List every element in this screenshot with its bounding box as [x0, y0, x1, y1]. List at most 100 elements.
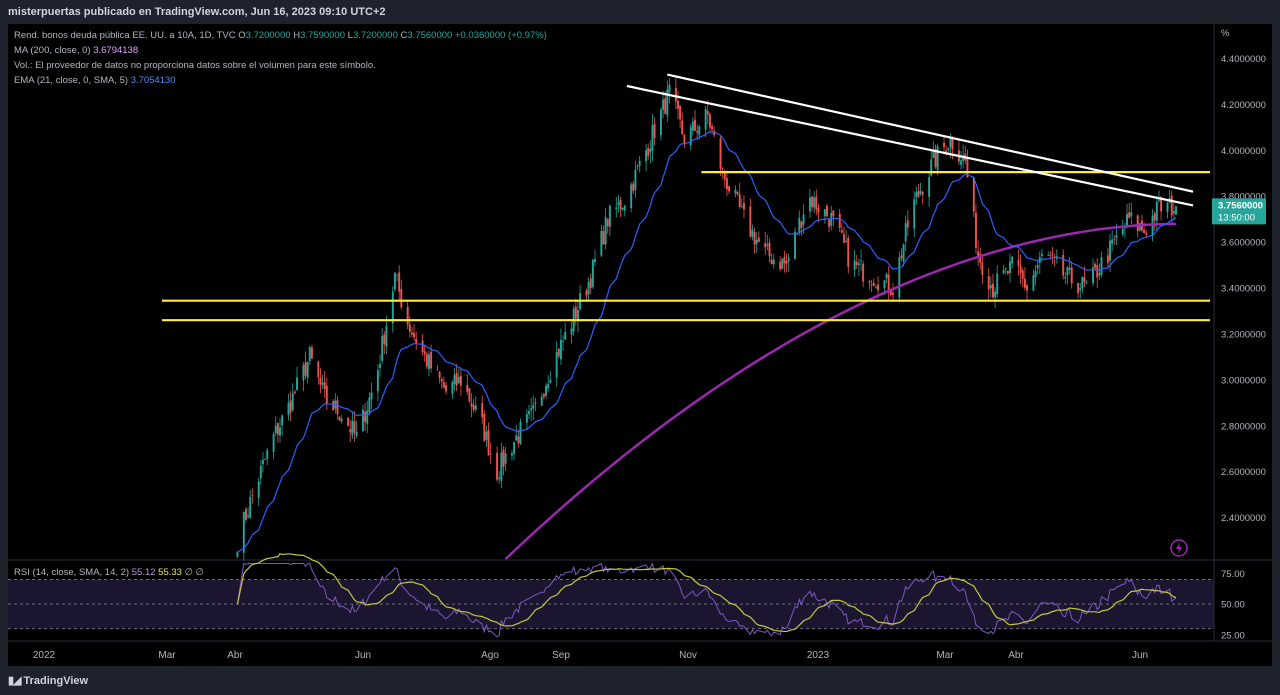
candle-body: [740, 206, 743, 207]
open-label: O: [238, 30, 246, 41]
candle-body: [802, 214, 805, 225]
candle-body: [364, 411, 367, 422]
candle-body: [525, 414, 528, 423]
ma200-line: [504, 222, 1176, 560]
price-tick-label: 2.4000000: [1221, 513, 1266, 524]
candle-body: [994, 291, 997, 298]
price-tick-label: 4.0000000: [1221, 146, 1266, 157]
price-axis-ticks: 2.4000000 2.6000000 2.8000000 3.0000000 3.20…: [1221, 54, 1266, 524]
price-tick-label: 3.4000000: [1221, 284, 1266, 295]
flash-icon[interactable]: [1170, 539, 1188, 557]
candle-body: [498, 477, 501, 479]
candle-body: [636, 166, 639, 168]
candle-body: [674, 87, 677, 102]
candle-body: [623, 205, 626, 211]
time-tick-label: Sep: [552, 650, 570, 661]
candle-body: [589, 278, 592, 288]
candle-body: [830, 212, 833, 226]
candle-body: [262, 460, 264, 465]
candle-body: [376, 370, 379, 392]
chart-svg[interactable]: 25.00 50.00 75.00 2.4000000 2.6000000 2.8000…: [8, 24, 1272, 666]
rsi-legend[interactable]: RSI (14, close, SMA, 14, 2) 55.12 55.33 …: [14, 567, 204, 578]
candle-body: [872, 282, 875, 286]
candle-body: [1032, 275, 1035, 291]
candle-body: [645, 150, 648, 162]
ma-legend[interactable]: MA (200, close, 0) 3.6794138: [14, 45, 138, 56]
candle-body: [1115, 234, 1118, 239]
candle-body: [749, 206, 752, 237]
candle-body: [557, 348, 560, 357]
candle-body: [936, 146, 939, 171]
candle-body: [1011, 256, 1014, 264]
candle-body: [1100, 257, 1103, 276]
candle-body: [883, 280, 886, 289]
candle-body: [396, 274, 399, 276]
candle-body: [338, 416, 341, 421]
candle-body: [651, 125, 654, 151]
rsi-line: [236, 562, 1177, 638]
candle-body: [1096, 265, 1099, 278]
candle-body: [921, 192, 924, 195]
time-tick-label: 2023: [807, 650, 830, 661]
candle-body: [487, 430, 490, 456]
candle-body: [310, 347, 313, 359]
candle-body: [504, 453, 507, 464]
candle-body: [336, 400, 339, 415]
candle-body: [1009, 261, 1011, 273]
publication-caption: misterpuertas publicado en TradingView.c…: [8, 6, 386, 18]
candle-body: [1006, 270, 1009, 274]
publication-header: misterpuertas publicado en TradingView.c…: [0, 0, 1280, 24]
candle-body: [868, 281, 871, 283]
candle-body: [466, 385, 469, 392]
tradingview-logo[interactable]: ▮◢ TradingView: [8, 674, 88, 687]
time-tick-label: Nov: [679, 650, 697, 661]
candle-body: [738, 193, 741, 207]
trend-line: [667, 73, 1194, 193]
candle-body: [279, 427, 281, 436]
candle-body: [287, 402, 290, 416]
candle-body: [1026, 285, 1028, 291]
candle-body: [913, 199, 916, 229]
candle-body: [960, 160, 963, 165]
candle-body: [713, 130, 716, 136]
close-label: C: [400, 30, 408, 41]
candle-body: [528, 411, 530, 415]
candle-body: [725, 178, 728, 190]
candle-body: [604, 217, 607, 245]
candle-body: [621, 207, 624, 210]
ema-legend[interactable]: EMA (21, close, 0, SMA, 5) 3.7054130: [14, 75, 176, 86]
candle-body: [815, 196, 818, 210]
candle-body: [545, 385, 547, 396]
candle-body: [332, 401, 335, 411]
candle-body: [743, 203, 745, 210]
candle-body: [662, 99, 665, 110]
candle-body: [877, 284, 879, 291]
candle-body: [817, 207, 820, 213]
candle-body: [276, 422, 279, 435]
candle-body: [951, 138, 954, 150]
price-tag-countdown: 13:50:00: [1218, 212, 1255, 223]
candle-body: [962, 155, 965, 162]
chart-frame[interactable]: 25.00 50.00 75.00 2.4000000 2.6000000 2.8000…: [8, 24, 1272, 666]
candle-body: [1123, 227, 1126, 229]
candle-body: [1004, 268, 1007, 270]
candle-body: [723, 170, 726, 180]
candle-body: [979, 253, 982, 263]
chart-background: [8, 24, 1272, 666]
candle-body: [383, 334, 386, 345]
ema-value: 3.7054130: [130, 75, 176, 86]
candle-body: [391, 291, 394, 324]
candle-body: [1023, 278, 1026, 288]
symbol-legend[interactable]: Rend. bonos deuda pública EE. UU. a 10A,…: [14, 30, 547, 41]
candle-body: [823, 209, 826, 217]
candle-body: [259, 465, 262, 479]
candle-body: [264, 459, 267, 461]
rsi-sma-value: 55.33: [158, 567, 182, 578]
candle-body: [721, 167, 724, 169]
candle-body: [906, 220, 909, 228]
candle-body: [1175, 206, 1177, 215]
candle-body: [1062, 254, 1065, 276]
rsi-extra: ∅ ∅: [184, 567, 204, 578]
candle-body: [898, 257, 901, 298]
candle-body: [319, 377, 322, 385]
